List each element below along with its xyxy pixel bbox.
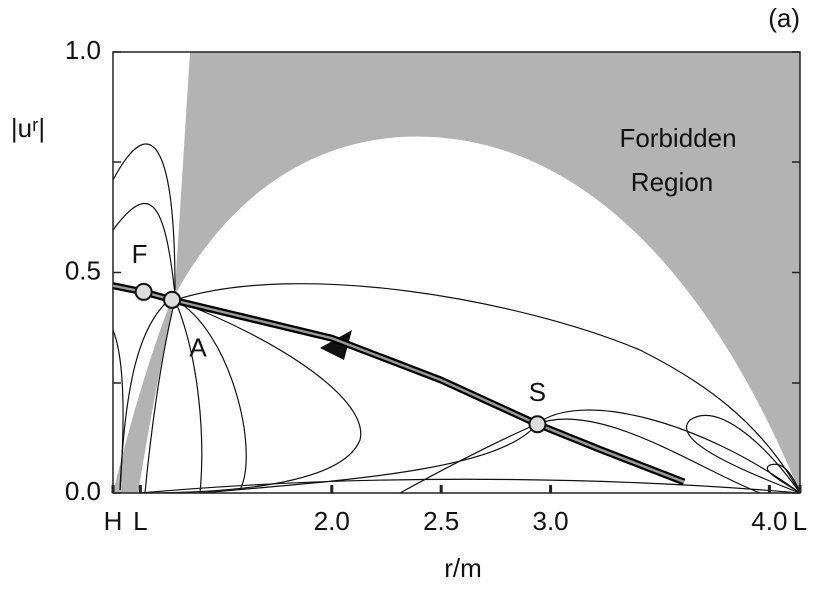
- region-label: Forbidden: [619, 123, 736, 153]
- x-tick-label: 2.0: [314, 506, 350, 536]
- critical-point: [134, 282, 153, 301]
- x-tick-label: 4.0: [751, 506, 787, 536]
- y-tick-label: 1.0: [65, 35, 101, 65]
- x-tick-label: H: [104, 506, 123, 536]
- y-axis-label: |uʳ|: [11, 113, 45, 143]
- point-label: F: [132, 239, 148, 269]
- x-axis-label: r/m: [444, 553, 482, 583]
- x-tick-label: L: [133, 506, 147, 536]
- region-label: Region: [631, 167, 713, 197]
- minor-ticks: [113, 161, 800, 384]
- critical-point: [528, 415, 547, 434]
- x-tick-label: 3.0: [533, 506, 569, 536]
- panel-label: (a): [768, 3, 800, 33]
- flow-curves: [112, 143, 801, 494]
- point-label: S: [529, 377, 546, 407]
- x-tick-label: L: [793, 506, 807, 536]
- y-tick-label: 0.5: [65, 255, 101, 285]
- x-tick-label: 2.5: [423, 506, 459, 536]
- forbidden-region: [113, 52, 800, 493]
- point-label: A: [189, 333, 207, 363]
- critical-point: [163, 290, 182, 309]
- curve-outline: [112, 282, 686, 486]
- flow-arrow: [320, 330, 352, 360]
- y-tick-label: 0.0: [65, 476, 101, 506]
